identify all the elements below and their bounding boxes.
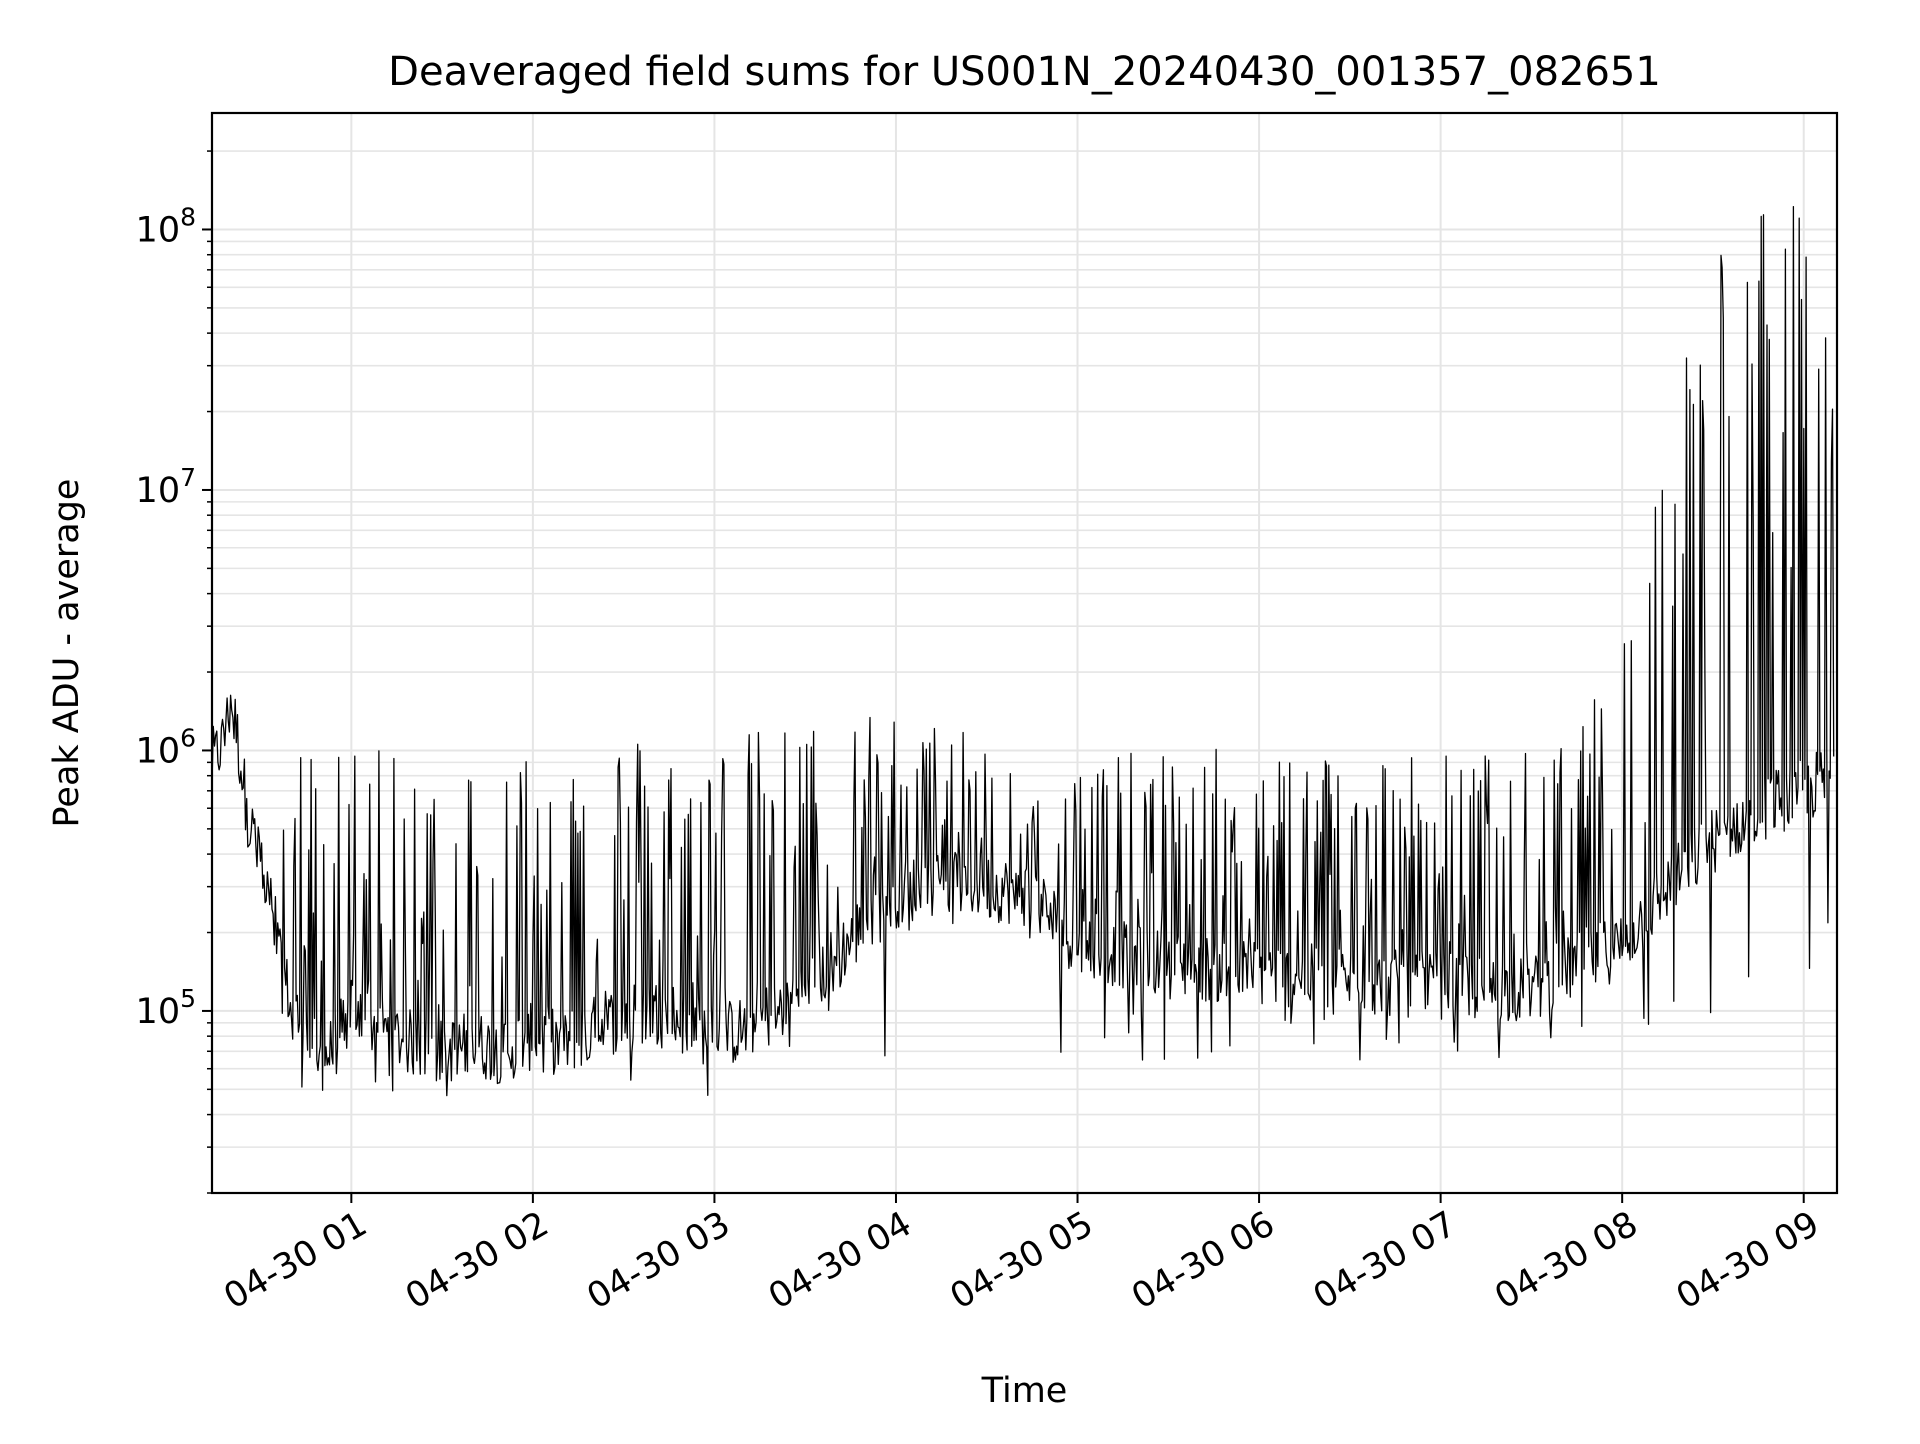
plot-frame xyxy=(210,111,1839,1195)
y-tick-label: 107 xyxy=(136,463,196,511)
y-tick-base: 10 xyxy=(136,992,181,1032)
y-tick-label: 106 xyxy=(136,723,196,771)
y-tick-base: 10 xyxy=(136,471,181,511)
chart-title: Deaveraged field sums for US001N_2024043… xyxy=(388,49,1661,95)
y-tick-exponent: 7 xyxy=(180,463,196,492)
y-tick-exponent: 6 xyxy=(180,723,196,752)
y-axis-label: Peak ADU - average xyxy=(47,479,87,828)
series-line xyxy=(211,205,1835,1097)
y-tick-exponent: 5 xyxy=(180,984,196,1013)
y-tick-label: 108 xyxy=(136,202,196,250)
y-tick-base: 10 xyxy=(136,210,181,250)
y-tick-label: 105 xyxy=(136,984,196,1032)
x-axis-label: Time xyxy=(981,1371,1068,1411)
grid-layer xyxy=(212,113,1837,1194)
y-tick-base: 10 xyxy=(136,731,181,771)
data-layer xyxy=(211,205,1835,1097)
y-tick-exponent: 8 xyxy=(180,202,196,231)
